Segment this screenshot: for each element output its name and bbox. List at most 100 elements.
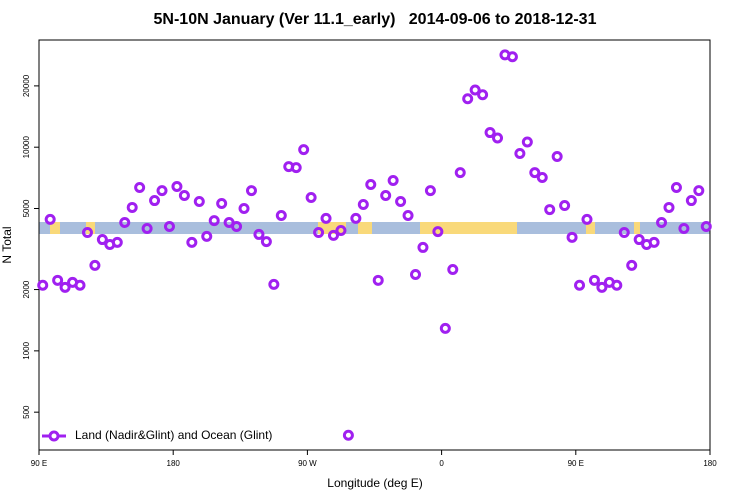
point	[216, 198, 228, 210]
point	[380, 190, 392, 202]
point	[335, 224, 347, 236]
x-tick-label: 0	[439, 459, 444, 468]
point	[365, 178, 377, 190]
point	[245, 185, 257, 197]
y-tick-label: 2000	[22, 280, 31, 298]
point	[395, 196, 407, 208]
land-band	[318, 222, 346, 234]
x-tick-label: 90 W	[298, 459, 317, 468]
point	[178, 190, 190, 202]
x-tick-label: 180	[703, 459, 717, 468]
point	[670, 182, 682, 194]
point	[559, 200, 571, 212]
point	[81, 227, 93, 239]
point	[89, 259, 101, 271]
point	[260, 236, 272, 248]
point	[402, 209, 414, 221]
point	[529, 167, 541, 179]
point	[417, 241, 429, 253]
land-band	[634, 222, 640, 234]
x-tick-label: 90 E	[31, 459, 47, 468]
x-axis-label: Longitude (deg E)	[327, 476, 422, 490]
point	[357, 199, 369, 211]
point	[37, 279, 49, 291]
y-tick-label: 1000	[22, 341, 31, 359]
point	[305, 192, 317, 204]
point	[313, 227, 325, 239]
point	[149, 195, 161, 207]
land-band	[50, 222, 60, 234]
land-ocean-band	[39, 222, 710, 234]
point	[231, 220, 243, 232]
point	[663, 201, 675, 213]
point	[52, 274, 64, 286]
ocean-band	[39, 222, 710, 234]
point	[372, 274, 384, 286]
point	[44, 213, 56, 225]
point	[611, 279, 623, 291]
point	[126, 201, 138, 213]
point	[469, 84, 481, 96]
point	[566, 231, 578, 243]
land-band	[586, 222, 595, 234]
point	[678, 222, 690, 234]
point	[700, 220, 712, 232]
point	[193, 196, 205, 208]
point	[484, 127, 496, 139]
point	[574, 279, 586, 291]
legend-label: Land (Nadir&Glint) and Ocean (Glint)	[75, 428, 272, 442]
point	[626, 259, 638, 271]
point	[119, 216, 131, 228]
y-tick-label: 5000	[22, 199, 31, 217]
point	[536, 171, 548, 183]
point	[544, 204, 556, 216]
point	[171, 181, 183, 193]
y-tick-label: 500	[22, 405, 31, 419]
point	[186, 236, 198, 248]
point	[201, 230, 213, 242]
point	[327, 229, 339, 241]
point	[141, 222, 153, 234]
point	[275, 209, 287, 221]
point	[156, 185, 168, 197]
y-axis-label: N Total	[0, 226, 14, 263]
point	[521, 136, 533, 148]
point	[163, 220, 175, 232]
point	[290, 162, 302, 174]
point	[298, 144, 310, 156]
point	[633, 234, 645, 246]
point	[454, 167, 466, 179]
point	[111, 236, 123, 248]
point	[410, 269, 422, 281]
point	[342, 429, 354, 441]
point	[134, 182, 146, 194]
point	[432, 226, 444, 238]
point	[492, 132, 504, 144]
point	[387, 175, 399, 187]
point	[551, 151, 563, 163]
point	[506, 51, 518, 63]
land-band	[420, 222, 517, 234]
legend-marker	[48, 430, 60, 442]
point	[96, 234, 108, 246]
point	[253, 228, 265, 240]
point	[320, 212, 332, 224]
point	[656, 216, 668, 228]
chart-title: 5N-10N January (Ver 11.1_early) 2014-09-…	[154, 11, 597, 28]
x-tick-label: 90 E	[568, 459, 584, 468]
point	[693, 185, 705, 197]
x-tick-label: 180	[167, 459, 181, 468]
point	[424, 185, 436, 197]
point	[685, 195, 697, 207]
y-tick-label: 20000	[22, 74, 31, 97]
point	[238, 203, 250, 215]
point	[618, 227, 630, 239]
plot-frame	[38, 39, 711, 451]
point	[208, 215, 220, 227]
land-band	[358, 222, 372, 234]
point	[350, 212, 362, 224]
point	[74, 279, 86, 291]
point	[596, 281, 608, 293]
point	[268, 278, 280, 290]
